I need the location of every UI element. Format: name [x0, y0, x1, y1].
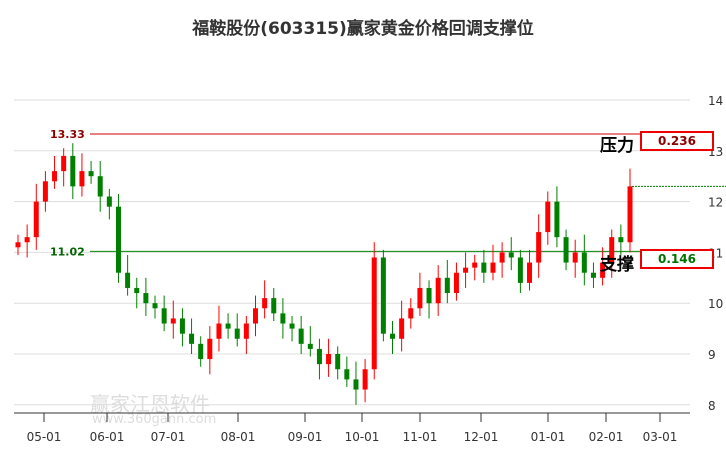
candle-body [307, 343, 313, 349]
candle-body [444, 277, 450, 294]
support-ratio: 0.146 [640, 249, 714, 269]
candle-body [554, 201, 560, 238]
candle-body [453, 272, 459, 294]
x-tick-label: 10-01 [345, 430, 380, 444]
candle-body [563, 237, 569, 263]
candle-body [499, 252, 505, 263]
candle-body [344, 369, 350, 380]
candle-body [435, 277, 441, 304]
candle-body [52, 171, 58, 182]
candle-body [536, 232, 542, 263]
candle-body [143, 293, 149, 304]
candle-body [426, 287, 432, 304]
candle-body [125, 272, 131, 288]
x-tick-label: 09-01 [288, 430, 323, 444]
candle-body [335, 354, 341, 370]
candle-body [600, 262, 606, 278]
candle-body [106, 196, 112, 207]
y-tick-label: 8 [708, 399, 716, 413]
candle-body [316, 348, 322, 365]
candle-body [252, 308, 258, 324]
candle-body [408, 308, 414, 319]
candle-body [134, 287, 140, 294]
candle-body [280, 313, 286, 324]
x-tick-label: 02-01 [589, 430, 624, 444]
x-tick-label: 07-01 [151, 430, 186, 444]
x-tick-label: 06-01 [90, 430, 125, 444]
candle-body [609, 237, 615, 263]
candle-body [198, 343, 204, 360]
candle-body [417, 287, 423, 309]
candle-body [243, 323, 249, 339]
support-label: 支撑 [600, 255, 634, 275]
y-tick-label: 10 [708, 297, 723, 311]
x-tick-label: 12-01 [464, 430, 499, 444]
candle-body [472, 262, 478, 268]
candle-body [590, 272, 596, 278]
candle-body [33, 201, 39, 238]
candle-body [88, 171, 94, 177]
y-tick-label: 14 [708, 94, 723, 108]
candle-body [517, 257, 523, 283]
candle-body [326, 354, 332, 365]
y-tick-label: 12 [708, 196, 723, 210]
candle-body [362, 369, 368, 390]
candle-body [527, 262, 533, 283]
candle-body [627, 186, 633, 243]
candle-body [115, 206, 121, 273]
candle-body [545, 201, 551, 233]
candle-body [42, 181, 48, 202]
resistance-label: 压力 [600, 136, 634, 156]
candle-body [216, 323, 222, 339]
candle-body [15, 242, 21, 248]
candle-body [79, 171, 85, 187]
candle-body [618, 237, 624, 243]
chart-title: 福鞍股份(603315)赢家黄金价格回调支撑位 [192, 19, 534, 39]
watermark-url: www.360gann.com [92, 412, 217, 427]
candle-body [463, 267, 469, 273]
candle-body [380, 257, 386, 334]
candle-body [262, 298, 268, 309]
candle-body [24, 237, 30, 243]
candle-body [289, 323, 295, 329]
x-tick-label: 11-01 [403, 430, 438, 444]
support-value: 11.02 [50, 245, 85, 258]
candle-body [225, 323, 231, 329]
resistance-ratio: 0.236 [640, 131, 714, 151]
candle-body [152, 303, 158, 309]
candle-body [179, 318, 185, 334]
x-tick-label: 05-01 [27, 430, 62, 444]
candle-body [490, 262, 496, 273]
x-tick-label: 01-01 [531, 430, 566, 444]
candle-body [97, 176, 103, 197]
candle-body [170, 318, 176, 324]
candle-body [572, 252, 578, 263]
candle-body [399, 318, 405, 339]
candle-body [61, 155, 67, 172]
x-tick-label: 03-01 [643, 430, 678, 444]
candle-body [481, 262, 487, 273]
candle-body [298, 328, 304, 344]
candle-body [234, 328, 240, 339]
candle-body [581, 252, 587, 273]
y-tick-label: 9 [708, 348, 716, 362]
candle-body [390, 333, 396, 339]
candle-body [353, 379, 359, 390]
candle-body [271, 298, 277, 314]
candle-body [161, 308, 167, 324]
candle-body [189, 333, 195, 344]
candle-body [70, 155, 76, 187]
candle-body [371, 257, 377, 370]
candle-body [508, 252, 514, 258]
x-tick-label: 08-01 [221, 430, 256, 444]
resistance-value: 13.33 [50, 128, 85, 141]
watermark-name: 赢家江恩软件 [90, 392, 210, 416]
candle-body [207, 338, 213, 360]
